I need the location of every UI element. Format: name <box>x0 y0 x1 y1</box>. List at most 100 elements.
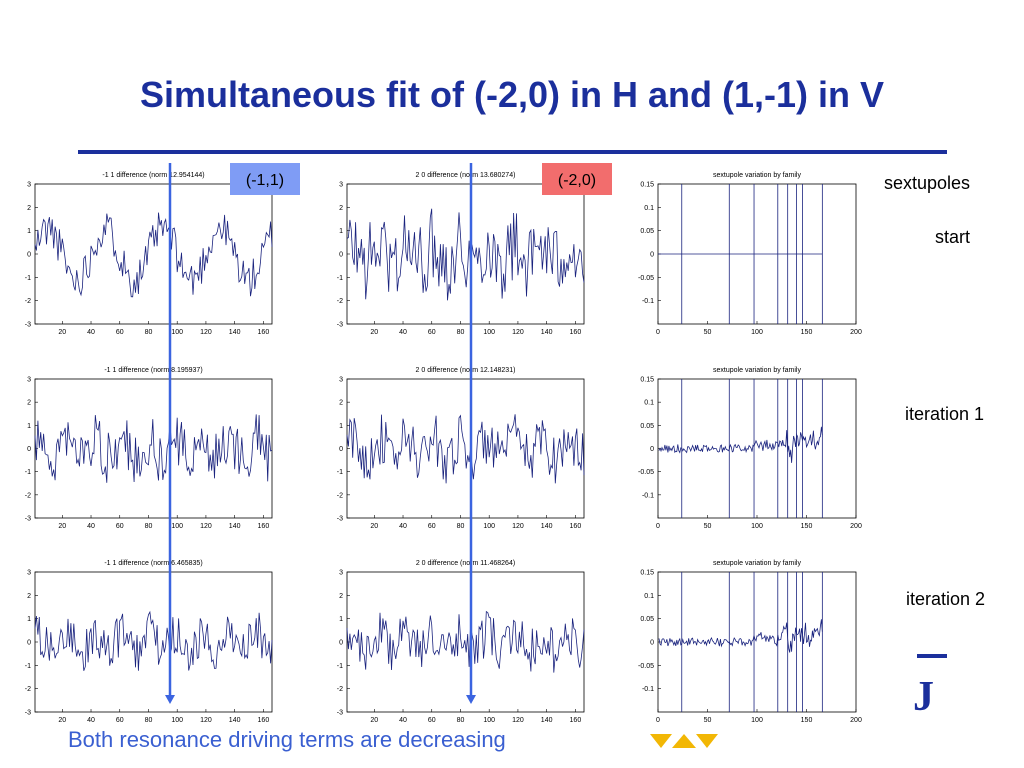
x-tick-label: 140 <box>229 523 241 530</box>
chart-panel-8: 2 0 difference (norm 11.468264)20 40 60 80 1… <box>337 560 585 724</box>
chart-panel-9: sextupole variation by family 0 50 100 150 20… <box>638 560 862 724</box>
chart-title: 2 0 difference (norm 12.148231) <box>416 367 516 374</box>
x-tick-label: 100 <box>171 329 183 336</box>
y-tick-label: 3 <box>27 182 31 189</box>
chart-panel-7: -1 1 difference (norm 6.465835)20 40 60 80 1… <box>25 560 273 724</box>
x-tick-label: 40 <box>399 523 407 530</box>
y-tick-label: 1 <box>339 616 343 623</box>
y-tick-label: 0 <box>27 446 31 453</box>
x-tick-label: 50 <box>704 523 712 530</box>
chart-panel-4: -1 1 difference (norm 8.195937)20 40 60 80 1… <box>25 367 273 530</box>
y-tick-label: 0 <box>339 252 343 259</box>
chart-panel-2: 2 0 difference (norm 13.680274)20 40 60 80 1… <box>337 172 585 336</box>
chart-title: 2 0 difference (norm 13.680274) <box>416 172 516 179</box>
x-tick-label: 40 <box>399 329 407 336</box>
y-tick-label: -2 <box>25 686 31 693</box>
plot-frame <box>34 378 273 519</box>
y-tick-label: 0.1 <box>644 205 654 212</box>
y-tick-label: 2 <box>339 205 343 212</box>
x-tick-label: 60 <box>428 717 436 724</box>
data-series-line <box>34 212 273 298</box>
x-tick-label: 20 <box>58 717 66 724</box>
x-tick-label: 120 <box>200 329 212 336</box>
y-tick-label: -1 <box>25 469 31 476</box>
data-series-line <box>346 610 585 673</box>
y-tick-label: 2 <box>339 400 343 407</box>
x-tick-label: 150 <box>801 523 813 530</box>
y-tick-label: 0.05 <box>640 228 654 235</box>
y-tick-label: 0 <box>650 640 654 647</box>
y-tick-label: -3 <box>25 516 31 523</box>
data-series-line <box>346 208 585 301</box>
y-tick-label: 1 <box>27 228 31 235</box>
y-tick-label: 0.05 <box>640 423 654 430</box>
x-tick-label: 20 <box>370 329 378 336</box>
x-tick-label: 100 <box>171 717 183 724</box>
x-tick-label: 160 <box>258 329 270 336</box>
y-tick-label: -3 <box>25 710 31 717</box>
x-tick-label: 60 <box>116 717 124 724</box>
y-tick-label: -0.1 <box>642 298 654 305</box>
x-tick-label: 20 <box>370 717 378 724</box>
y-tick-label: -0.05 <box>638 275 654 282</box>
data-series-line <box>34 414 273 483</box>
y-tick-label: 3 <box>27 570 31 577</box>
x-tick-label: 140 <box>541 523 553 530</box>
x-tick-label: 140 <box>229 717 241 724</box>
tag-label-1: (-1,1) <box>246 172 284 189</box>
y-tick-label: -1 <box>25 663 31 670</box>
x-tick-label: 140 <box>229 329 241 336</box>
down-arrow-icon <box>165 695 175 704</box>
y-tick-label: 3 <box>27 377 31 384</box>
footer-caption: Both resonance driving terms are decreas… <box>68 727 506 752</box>
y-tick-label: 3 <box>339 182 343 189</box>
x-tick-label: 200 <box>850 523 862 530</box>
x-tick-label: 140 <box>541 329 553 336</box>
chart-title: sextupole variation by family <box>713 172 801 179</box>
row-label-iteration-2: iteration 2 <box>906 589 986 609</box>
chart-panel-5: 2 0 difference (norm 12.148231)20 40 60 80 1… <box>337 367 585 530</box>
y-tick-label: 2 <box>27 400 31 407</box>
row-label-start: start <box>935 227 971 247</box>
y-tick-label: -3 <box>337 322 343 329</box>
x-tick-label: 100 <box>483 523 495 530</box>
row-label-sextupoles: sextupoles <box>884 173 971 193</box>
y-tick-label: 0 <box>339 640 343 647</box>
x-tick-label: 60 <box>116 523 124 530</box>
x-tick-label: 60 <box>116 329 124 336</box>
logo-letter: J <box>913 674 934 720</box>
plot-frame <box>34 183 273 325</box>
x-tick-label: 80 <box>145 523 153 530</box>
x-tick-label: 160 <box>570 717 582 724</box>
y-tick-label: 3 <box>339 570 343 577</box>
y-tick-label: -1 <box>337 663 343 670</box>
x-tick-label: 50 <box>704 717 712 724</box>
chart-title: sextupole variation by family <box>713 560 801 567</box>
down-arrow-icon <box>466 695 476 704</box>
y-tick-label: -2 <box>337 492 343 499</box>
x-tick-label: 140 <box>541 717 553 724</box>
y-tick-label: 3 <box>339 377 343 384</box>
plot-frame <box>34 571 273 713</box>
y-tick-label: -0.05 <box>638 663 654 670</box>
x-tick-label: 50 <box>704 329 712 336</box>
x-tick-label: 0 <box>656 717 660 724</box>
logo-bar <box>917 654 947 658</box>
x-tick-label: 150 <box>801 329 813 336</box>
y-tick-label: 0.15 <box>640 570 654 577</box>
x-tick-label: 20 <box>58 329 66 336</box>
x-tick-label: 40 <box>87 523 95 530</box>
x-tick-label: 120 <box>512 523 524 530</box>
x-tick-label: 0 <box>656 329 660 336</box>
y-tick-label: 1 <box>339 423 343 430</box>
x-tick-label: 80 <box>457 717 465 724</box>
y-tick-label: 1 <box>27 423 31 430</box>
data-series-line <box>346 414 585 484</box>
y-tick-label: -3 <box>337 710 343 717</box>
x-tick-label: 100 <box>483 717 495 724</box>
y-tick-label: 0.15 <box>640 377 654 384</box>
chart-title: sextupole variation by family <box>713 367 801 374</box>
plot-frame <box>346 378 585 519</box>
y-tick-label: -0.1 <box>642 686 654 693</box>
